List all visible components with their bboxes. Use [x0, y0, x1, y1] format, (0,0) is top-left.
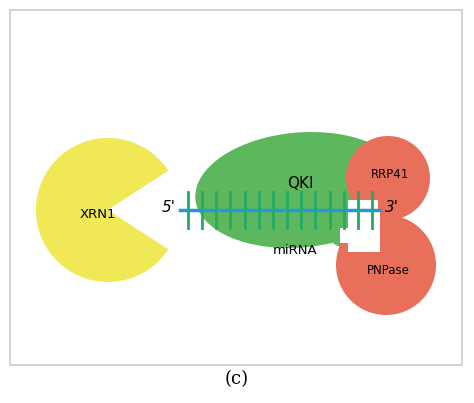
- Bar: [348, 200, 378, 230]
- Text: XRN1: XRN1: [80, 208, 116, 222]
- Circle shape: [336, 215, 436, 315]
- Wedge shape: [36, 138, 168, 282]
- Text: miRNA: miRNA: [273, 244, 317, 257]
- Text: QKI: QKI: [287, 175, 313, 191]
- Ellipse shape: [195, 132, 405, 248]
- Bar: [340, 228, 370, 243]
- Text: PNPase: PNPase: [366, 264, 410, 276]
- FancyBboxPatch shape: [10, 10, 462, 365]
- Ellipse shape: [320, 205, 390, 251]
- Text: 5': 5': [162, 201, 176, 216]
- Wedge shape: [108, 171, 180, 249]
- Circle shape: [346, 136, 430, 220]
- Bar: [280, 180, 400, 215]
- Text: (c): (c): [225, 370, 249, 388]
- Text: RRP41: RRP41: [371, 168, 409, 181]
- Text: 3': 3': [385, 201, 399, 216]
- Bar: [348, 212, 380, 252]
